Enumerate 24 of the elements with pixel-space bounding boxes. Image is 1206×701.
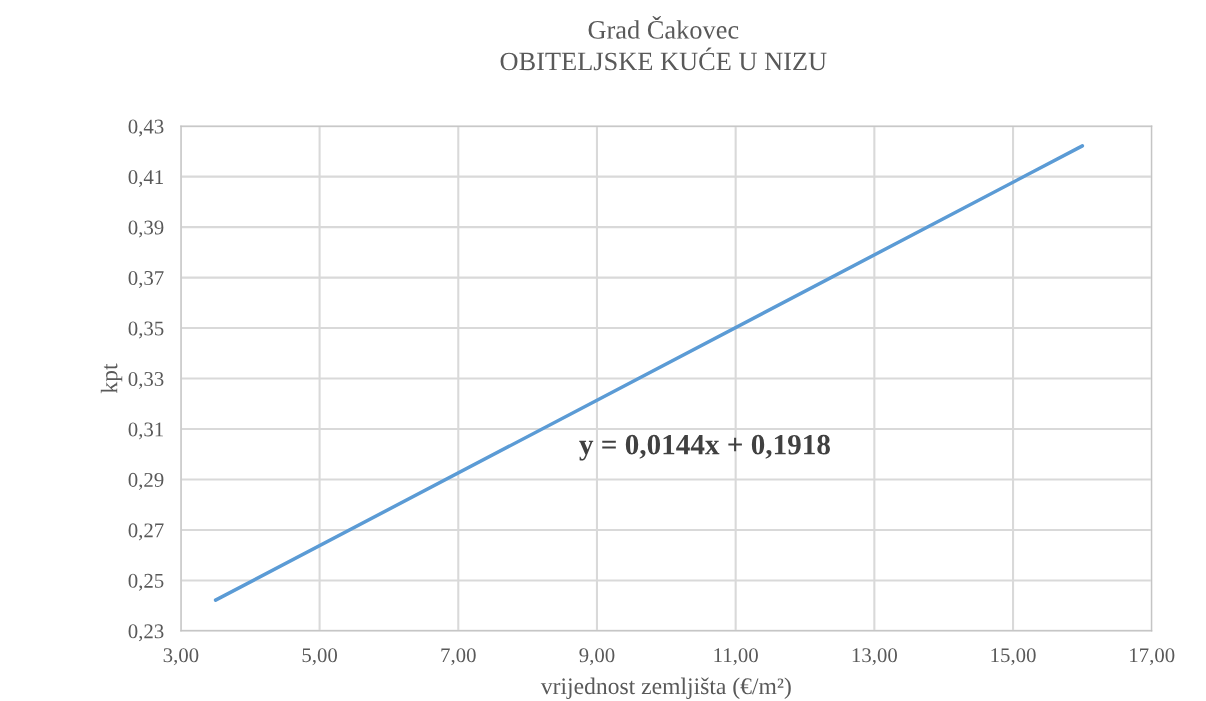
x-tick-label: 7,00 [441, 648, 476, 666]
x-axis-title: vrijednost zemljišta (€/m²) [540, 677, 791, 700]
y-axis-title: kpt [100, 363, 123, 394]
y-tick-label: 0,29 [128, 472, 164, 490]
x-tick-label: 5,00 [302, 648, 338, 666]
y-tick-label: 0,31 [128, 422, 163, 440]
y-tick-label: 0,39 [128, 220, 164, 238]
x-tick-label: 9,00 [579, 648, 615, 666]
x-tick-label: 13,00 [852, 648, 897, 666]
y-tick-label: 0,25 [128, 573, 164, 591]
x-tick-label: 15,00 [991, 648, 1036, 666]
y-tick-label: 0,41 [128, 170, 163, 188]
x-tick-label: 3,00 [163, 648, 199, 666]
y-tick-label: 0,27 [128, 523, 164, 541]
x-tick-label: 11,00 [714, 648, 758, 666]
y-tick-label: 0,23 [128, 624, 164, 642]
x-tick-label: 17,00 [1130, 648, 1175, 666]
y-tick-label: 0,35 [128, 321, 164, 339]
y-tick-label: 0,33 [128, 371, 164, 389]
y-tick-label: 0,43 [128, 119, 164, 137]
chart-title: Grad Čakovec [588, 15, 739, 39]
chart-subtitle: OBITELJSKE KUĆE U NIZU [500, 47, 827, 71]
annotation: y = 0,0144x + 0,1918 [579, 434, 830, 461]
y-tick-label: 0,37 [128, 270, 164, 289]
